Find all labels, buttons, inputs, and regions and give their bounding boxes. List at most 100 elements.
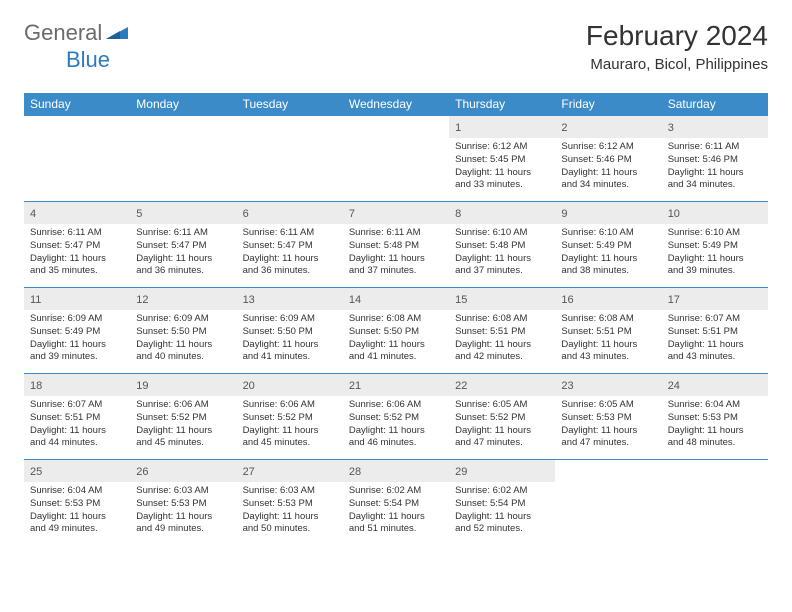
calendar-table: Sunday Monday Tuesday Wednesday Thursday… xyxy=(24,93,768,546)
day-number-bar: 23 xyxy=(555,374,661,396)
day-details: Sunrise: 6:11 AMSunset: 5:47 PMDaylight:… xyxy=(24,224,130,282)
day-number: 19 xyxy=(136,380,148,392)
calendar-cell: 24 Sunrise: 6:04 AMSunset: 5:53 PMDayligh… xyxy=(662,374,768,460)
calendar-cell: 6Sunrise: 6:11 AMSunset: 5:47 PMDaylight… xyxy=(237,202,343,288)
calendar-week-row: 25Sunrise: 6:04 AMSunset: 5:53 PMDayligh… xyxy=(24,460,768,546)
day-number-bar: 11 xyxy=(24,288,130,310)
day-number-bar: 16 xyxy=(555,288,661,310)
day-number: 14 xyxy=(349,294,361,306)
day-number: 22 xyxy=(455,380,467,392)
day-details: Sunrise: 6:09 AMSunset: 5:50 PMDaylight:… xyxy=(237,310,343,368)
calendar-week-row: 11 Sunrise: 6:09 AMSunset: 5:49 PMDayligh… xyxy=(24,288,768,374)
day-number: 18 xyxy=(30,380,42,392)
day-header-sunday: Sunday xyxy=(24,93,130,116)
calendar-cell xyxy=(24,116,130,202)
calendar-week-row: 1Sunrise: 6:12 AMSunset: 5:45 PMDaylight… xyxy=(24,116,768,202)
calendar-cell: 21Sunrise: 6:06 AMSunset: 5:52 PMDayligh… xyxy=(343,374,449,460)
calendar-cell: 13Sunrise: 6:09 AMSunset: 5:50 PMDayligh… xyxy=(237,288,343,374)
day-number: 7 xyxy=(349,208,355,220)
day-number: 20 xyxy=(243,380,255,392)
day-number: 16 xyxy=(561,294,573,306)
day-number: 21 xyxy=(349,380,361,392)
calendar-cell xyxy=(237,116,343,202)
calendar-cell: 17 Sunrise: 6:07 AMSunset: 5:51 PMDayligh… xyxy=(662,288,768,374)
calendar-cell: 3Sunrise: 6:11 AMSunset: 5:46 PMDaylight… xyxy=(662,116,768,202)
day-details: Sunrise: 6:07 AMSunset: 5:51 PMDaylight:… xyxy=(662,310,768,368)
calendar-cell: 28Sunrise: 6:02 AMSunset: 5:54 PMDayligh… xyxy=(343,460,449,546)
calendar-cell: 12 Sunrise: 6:09 AMSunset: 5:50 PMDayligh… xyxy=(130,288,236,374)
calendar-week-row: 18 Sunrise: 6:07 AMSunset: 5:51 PMDayligh… xyxy=(24,374,768,460)
day-details: Sunrise: 6:08 AMSunset: 5:50 PMDaylight:… xyxy=(343,310,449,368)
day-number: 4 xyxy=(30,208,36,220)
calendar-cell: 20 Sunrise: 6:06 AMSunset: 5:52 PMDayligh… xyxy=(237,374,343,460)
day-details: Sunrise: 6:06 AMSunset: 5:52 PMDaylight:… xyxy=(130,396,236,454)
day-details: Sunrise: 6:08 AMSunset: 5:51 PMDaylight:… xyxy=(555,310,661,368)
day-number: 1 xyxy=(455,122,461,134)
day-number-bar: 7 xyxy=(343,202,449,224)
calendar-cell: 7 Sunrise: 6:11 AMSunset: 5:48 PMDaylight… xyxy=(343,202,449,288)
calendar-cell: 18 Sunrise: 6:07 AMSunset: 5:51 PMDayligh… xyxy=(24,374,130,460)
day-details: Sunrise: 6:04 AMSunset: 5:53 PMDaylight:… xyxy=(662,396,768,454)
day-number-bar: 19 xyxy=(130,374,236,396)
day-number: 29 xyxy=(455,466,467,478)
day-number-bar: 25 xyxy=(24,460,130,482)
day-number-bar: 2 xyxy=(555,116,661,138)
day-number-bar: 21 xyxy=(343,374,449,396)
logo-triangle-icon xyxy=(106,23,128,44)
day-details: Sunrise: 6:03 AMSunset: 5:53 PMDaylight:… xyxy=(130,482,236,540)
day-details: Sunrise: 6:11 AMSunset: 5:47 PMDaylight:… xyxy=(130,224,236,282)
day-header-row: Sunday Monday Tuesday Wednesday Thursday… xyxy=(24,93,768,116)
calendar-cell: 8Sunrise: 6:10 AMSunset: 5:48 PMDaylight… xyxy=(449,202,555,288)
calendar-cell xyxy=(343,116,449,202)
day-details: Sunrise: 6:11 AMSunset: 5:47 PMDaylight:… xyxy=(237,224,343,282)
day-details: Sunrise: 6:05 AMSunset: 5:53 PMDaylight:… xyxy=(555,396,661,454)
day-details: Sunrise: 6:06 AMSunset: 5:52 PMDaylight:… xyxy=(237,396,343,454)
calendar-cell: 29 Sunrise: 6:02 AMSunset: 5:54 PMDayligh… xyxy=(449,460,555,546)
day-number-bar: 17 xyxy=(662,288,768,310)
calendar-body: 1Sunrise: 6:12 AMSunset: 5:45 PMDaylight… xyxy=(24,116,768,546)
day-number-bar: 20 xyxy=(237,374,343,396)
calendar-cell: 22Sunrise: 6:05 AMSunset: 5:52 PMDayligh… xyxy=(449,374,555,460)
day-number: 2 xyxy=(561,122,567,134)
calendar-cell: 15Sunrise: 6:08 AMSunset: 5:51 PMDayligh… xyxy=(449,288,555,374)
day-number-bar: 27 xyxy=(237,460,343,482)
day-number: 10 xyxy=(668,208,680,220)
day-number: 24 xyxy=(668,380,680,392)
calendar-cell: 23 Sunrise: 6:05 AMSunset: 5:53 PMDayligh… xyxy=(555,374,661,460)
day-header-saturday: Saturday xyxy=(662,93,768,116)
day-details: Sunrise: 6:08 AMSunset: 5:51 PMDaylight:… xyxy=(449,310,555,368)
calendar-cell: 1Sunrise: 6:12 AMSunset: 5:45 PMDaylight… xyxy=(449,116,555,202)
day-number-bar: 9 xyxy=(555,202,661,224)
calendar-cell: 4 Sunrise: 6:11 AMSunset: 5:47 PMDaylight… xyxy=(24,202,130,288)
day-number-bar: 1 xyxy=(449,116,555,138)
day-number-bar: 24 xyxy=(662,374,768,396)
day-number-bar: 28 xyxy=(343,460,449,482)
logo: General xyxy=(24,20,130,46)
day-number-bar: 3 xyxy=(662,116,768,138)
calendar-cell xyxy=(662,460,768,546)
calendar-cell: 19 Sunrise: 6:06 AMSunset: 5:52 PMDayligh… xyxy=(130,374,236,460)
day-details: Sunrise: 6:09 AMSunset: 5:49 PMDaylight:… xyxy=(24,310,130,368)
day-details: Sunrise: 6:11 AMSunset: 5:46 PMDaylight:… xyxy=(662,138,768,196)
calendar-cell xyxy=(555,460,661,546)
day-details: Sunrise: 6:02 AMSunset: 5:54 PMDaylight:… xyxy=(449,482,555,540)
day-details: Sunrise: 6:04 AMSunset: 5:53 PMDaylight:… xyxy=(24,482,130,540)
day-details: Sunrise: 6:09 AMSunset: 5:50 PMDaylight:… xyxy=(130,310,236,368)
day-number-bar: 22 xyxy=(449,374,555,396)
day-number: 27 xyxy=(243,466,255,478)
day-details: Sunrise: 6:11 AMSunset: 5:48 PMDaylight:… xyxy=(343,224,449,282)
day-details: Sunrise: 6:10 AMSunset: 5:49 PMDaylight:… xyxy=(555,224,661,282)
day-number: 23 xyxy=(561,380,573,392)
day-number-bar: 12 xyxy=(130,288,236,310)
calendar-cell: 14 Sunrise: 6:08 AMSunset: 5:50 PMDayligh… xyxy=(343,288,449,374)
day-number: 11 xyxy=(30,294,41,306)
calendar-cell: 5Sunrise: 6:11 AMSunset: 5:47 PMDaylight… xyxy=(130,202,236,288)
day-number-bar: 10 xyxy=(662,202,768,224)
logo-word-general: General xyxy=(24,20,102,46)
day-details: Sunrise: 6:07 AMSunset: 5:51 PMDaylight:… xyxy=(24,396,130,454)
day-details: Sunrise: 6:12 AMSunset: 5:46 PMDaylight:… xyxy=(555,138,661,196)
day-details: Sunrise: 6:02 AMSunset: 5:54 PMDaylight:… xyxy=(343,482,449,540)
day-number: 17 xyxy=(668,294,680,306)
day-number: 12 xyxy=(136,294,148,306)
day-details: Sunrise: 6:10 AMSunset: 5:49 PMDaylight:… xyxy=(662,224,768,282)
